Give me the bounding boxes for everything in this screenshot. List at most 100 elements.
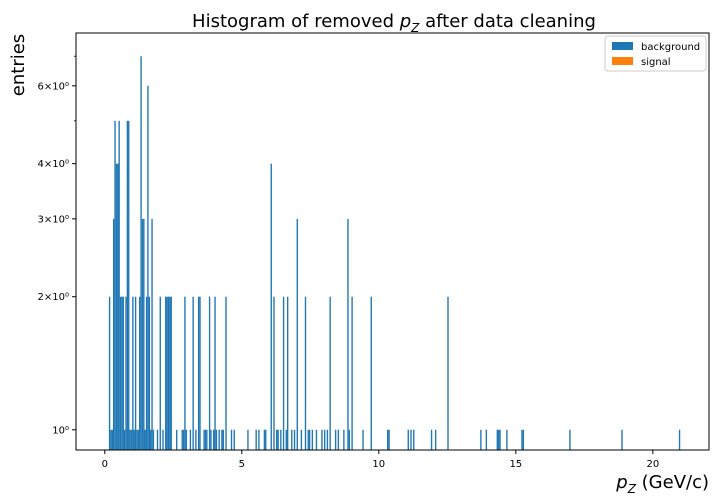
bar-background-49 [197,296,200,450]
legend-label-background: background [641,42,700,53]
bar-background-86 [315,429,318,450]
bar-background-58 [215,429,218,450]
bar-background-111 [499,429,501,450]
x-tick-label-2: 10 [372,459,385,470]
bar-background-5 [115,163,118,450]
bar-background-61 [222,429,224,450]
bar-background-97 [362,429,364,450]
bar-background-23 [140,56,142,450]
bar-background-76 [285,429,287,450]
bar-background-54 [208,296,211,450]
bar-background-33 [156,429,159,450]
bar-background-66 [255,429,257,450]
bar-background-52 [204,429,207,450]
bar-background-57 [214,296,216,450]
bar-background-37 [166,296,168,450]
bar-background-24 [141,218,144,450]
bar-background-117 [678,429,681,450]
bar-background-50 [199,296,201,450]
axes-group: 0 5 10 15 20 10⁰ 2×10⁰ 3×10⁰ 4×10⁰ 6×10⁰ [38,32,710,470]
bar-background-14 [128,120,130,450]
legend-label-signal: signal [641,57,671,68]
bar-background-87 [321,429,323,450]
x-tick-label-1: 5 [239,459,245,470]
x-axis-label: pZ (GeV/c) [615,472,709,496]
chart-title: Histogram of removed pZ after data clean… [192,11,596,35]
y-tick-label-2: 3×10⁰ [38,214,69,225]
bar-background-7 [118,120,120,450]
bar-background-1 [110,429,112,450]
bar-background-75 [282,296,285,450]
bar-background-10 [122,296,124,450]
bar-background-20 [136,429,138,450]
bar-background-109 [496,429,498,450]
bar-background-13 [126,120,129,450]
bar-background-84 [308,429,311,450]
bar-background-17 [132,296,134,450]
bar-background-2 [111,429,113,450]
bar-background-112 [506,429,508,450]
bar-background-44 [184,296,186,450]
bar-background-93 [343,429,345,450]
bar-background-104 [430,429,433,450]
bar-background-81 [300,429,303,450]
bar-background-3 [112,218,115,450]
bar-background-71 [273,296,275,450]
y-tick-label-4: 6×10⁰ [38,81,69,92]
bar-background-85 [311,429,314,450]
bar-background-101 [407,429,409,450]
bar-background-31 [151,218,153,450]
bar-background-110 [498,429,500,450]
bar-background-78 [291,429,293,450]
bar-background-67 [258,429,260,450]
bar-background-4 [114,120,116,450]
bar-background-48 [195,429,197,450]
bar-background-22 [139,296,141,450]
bar-background-53 [206,429,208,450]
y-tick-label-1: 2×10⁰ [38,292,69,303]
y-tick-label-3: 4×10⁰ [38,159,69,170]
bar-background-34 [159,296,161,450]
bar-background-16 [130,429,133,450]
bar-background-83 [307,429,309,450]
bar-background-21 [137,429,140,450]
bar-background-73 [277,429,279,450]
y-tick-label-0: 10⁰ [52,425,69,436]
bar-background-77 [287,296,289,450]
bar-background-116 [621,429,623,450]
bar-background-69 [265,429,267,450]
bar-background-8 [119,296,122,450]
bar-background-74 [280,429,282,450]
bar-background-0 [108,296,111,450]
bar-background-40 [170,296,172,450]
bar-background-108 [485,429,488,450]
bar-background-9 [121,296,123,450]
bar-background-25 [143,218,145,450]
bar-background-105 [434,429,437,450]
bar-background-27 [145,296,148,450]
bar-background-92 [337,429,340,450]
bar-background-47 [192,296,194,450]
bar-background-42 [181,429,183,450]
bar-background-11 [123,429,126,450]
bar-background-107 [480,429,482,450]
bar-background-115 [569,429,571,450]
bar-background-65 [247,429,249,450]
bar-background-30 [149,429,152,450]
bar-background-113 [521,429,523,450]
bar-background-106 [447,296,449,450]
bar-background-6 [117,163,119,450]
bar-background-19 [134,296,137,450]
legend: background signal [604,35,707,72]
bar-background-114 [522,429,525,450]
bar-background-15 [129,429,131,450]
bar-background-100 [388,429,390,450]
bar-background-35 [162,429,164,450]
bar-background-79 [293,429,296,450]
bar-background-62 [225,296,227,450]
x-tick-label-4: 20 [646,459,659,470]
bar-background-64 [233,429,235,450]
bar-background-103 [413,429,415,450]
bar-background-94 [347,218,349,450]
